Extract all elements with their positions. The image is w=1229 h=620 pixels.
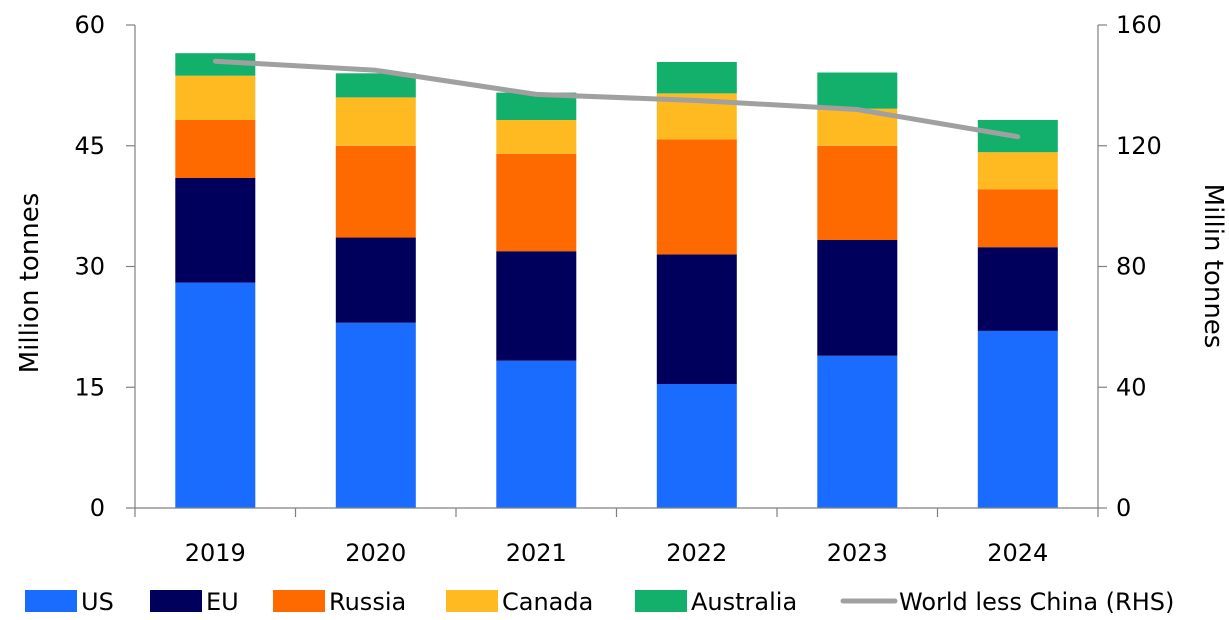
bar-eu-2022 xyxy=(656,254,737,384)
bar-australia-2023 xyxy=(817,72,898,109)
legend-swatch-eu xyxy=(150,590,202,612)
bar-eu-2024 xyxy=(977,247,1058,331)
legend-swatch-australia xyxy=(635,590,687,612)
bar-us-2024 xyxy=(977,330,1058,508)
bar-australia-2022 xyxy=(656,62,737,94)
right-axis-title: Millin tonnes xyxy=(1198,184,1228,349)
bar-us-2019 xyxy=(175,282,256,508)
bar-australia-2019 xyxy=(175,53,256,76)
legend: US EU Russia Canada Australia World less Chin… xyxy=(25,588,1174,616)
line-world-less-china xyxy=(212,58,1021,140)
left-tick-label: 30 xyxy=(74,253,105,281)
legend-label-world-less-china-rhs: World less China (RHS) xyxy=(899,588,1174,616)
bar-eu-2019 xyxy=(175,177,256,283)
x-tick-label: 2019 xyxy=(185,539,246,567)
left-tick-label: 15 xyxy=(74,373,105,401)
right-tick-label: 0 xyxy=(1116,494,1131,522)
bar-canada-2019 xyxy=(175,75,256,120)
bar-eu-2020 xyxy=(335,237,416,323)
x-tick-label: 2021 xyxy=(506,539,567,567)
legend-label-australia: Australia xyxy=(691,588,797,616)
bar-us-2020 xyxy=(335,322,416,508)
right-tick-label: 40 xyxy=(1116,373,1147,401)
left-tick-label: 45 xyxy=(74,132,105,160)
bar-canada-2024 xyxy=(977,152,1058,190)
right-tick-label: 80 xyxy=(1116,253,1147,281)
left-axis-title: Million tonnes xyxy=(15,193,45,374)
bar-russia-2024 xyxy=(977,189,1058,248)
legend-label-canada: Canada xyxy=(502,588,593,616)
bar-australia-2020 xyxy=(335,73,416,98)
legend-label-eu: EU xyxy=(206,588,239,616)
left-tick-label: 0 xyxy=(90,494,105,522)
bar-russia-2020 xyxy=(335,145,416,238)
bar-russia-2023 xyxy=(817,145,898,240)
line-layer xyxy=(212,58,1021,140)
right-tick-label: 160 xyxy=(1116,11,1162,39)
legend-label-us: US xyxy=(81,588,114,616)
x-tick-label: 2020 xyxy=(345,539,406,567)
legend-swatch-canada xyxy=(446,590,498,612)
bar-us-2021 xyxy=(496,360,577,508)
legend-swatch-us xyxy=(25,590,77,612)
bar-us-2023 xyxy=(817,355,898,508)
left-tick-label: 60 xyxy=(74,11,105,39)
bar-russia-2021 xyxy=(496,153,577,252)
bar-us-2022 xyxy=(656,384,737,508)
bar-eu-2023 xyxy=(817,239,898,356)
x-tick-label: 2023 xyxy=(827,539,888,567)
bars-layer xyxy=(175,53,1058,508)
bar-canada-2020 xyxy=(335,97,416,146)
x-tick-label: 2024 xyxy=(987,539,1048,567)
bar-russia-2019 xyxy=(175,120,256,178)
ticks-layer: 0 15 30 45 60 0 40 80 120 160 2019 2020 2021 2022 2023… xyxy=(74,11,1161,567)
right-tick-label: 120 xyxy=(1116,132,1162,160)
legend-label-russia: Russia xyxy=(329,588,406,616)
bar-canada-2021 xyxy=(496,120,577,154)
bar-eu-2021 xyxy=(496,251,577,361)
legend-swatch-russia xyxy=(273,590,325,612)
bar-russia-2022 xyxy=(656,139,737,255)
x-tick-label: 2022 xyxy=(666,539,727,567)
